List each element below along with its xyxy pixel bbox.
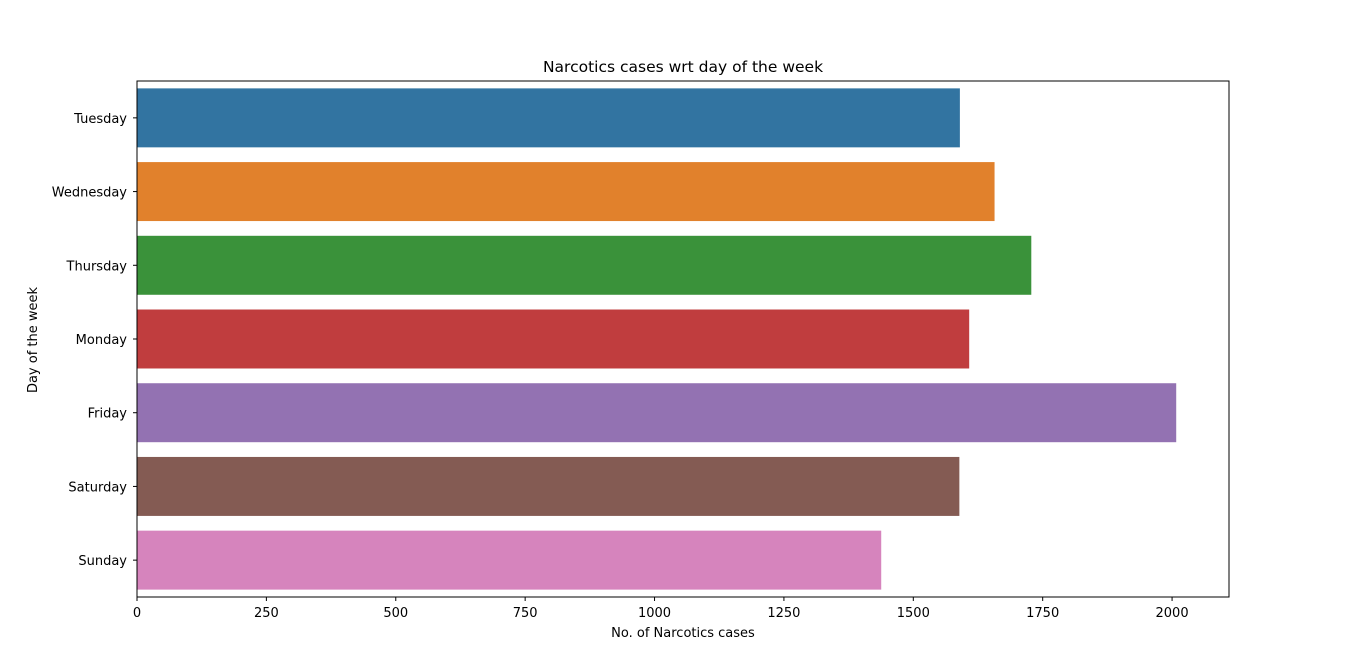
plot-frame	[136, 80, 1230, 598]
x-tick-label: 0	[133, 606, 141, 621]
x-axis-label: No. of Narcotics cases	[611, 626, 755, 641]
y-tick-label: Wednesday	[52, 186, 128, 201]
y-axis-label: Day of the week	[26, 286, 41, 393]
y-axis-ticks: Tuesday Wednesday Thursday Monday Friday Satu…	[52, 112, 137, 569]
x-tick-label: 1500	[897, 606, 930, 621]
x-tick-label: 1750	[1026, 606, 1059, 621]
bar-saturday	[137, 456, 960, 516]
bar-friday	[137, 383, 1177, 443]
y-tick-label: Tuesday	[73, 112, 127, 127]
bar-thursday	[137, 235, 1032, 295]
x-axis-ticks: 0 250 500 750 1000 1250 1500 1750 2000	[133, 597, 1189, 621]
bar-monday	[137, 309, 970, 369]
chart-title: Narcotics cases wrt day of the week	[543, 58, 823, 76]
y-tick-label: Thursday	[66, 259, 128, 274]
y-tick-label: Friday	[88, 407, 128, 422]
x-tick-label: 1000	[638, 606, 671, 621]
x-tick-label: 1250	[767, 606, 800, 621]
bar-wednesday	[137, 162, 995, 222]
x-tick-label: 2000	[1156, 606, 1189, 621]
bar-sunday	[137, 530, 882, 590]
y-tick-label: Monday	[76, 333, 128, 348]
x-tick-label: 750	[513, 606, 538, 621]
y-tick-label: Saturday	[68, 480, 127, 495]
x-tick-label: 500	[383, 606, 408, 621]
bar-tuesday	[137, 88, 960, 148]
x-tick-label: 250	[254, 606, 279, 621]
y-tick-label: Sunday	[78, 554, 127, 569]
bars-group	[137, 88, 1177, 590]
